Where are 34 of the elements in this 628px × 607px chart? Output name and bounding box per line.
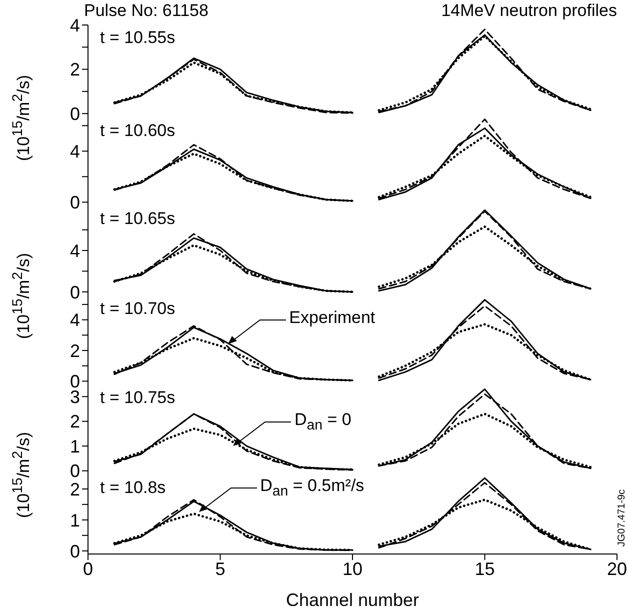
y-tick-label: 4	[70, 240, 80, 261]
y-tick-label: 0	[70, 282, 80, 302]
y-tick-label: 1	[70, 510, 80, 530]
annotation: t = 10.75s	[100, 388, 176, 408]
y-tick-label: 2	[70, 340, 80, 361]
y-tick-label: 2	[70, 479, 80, 500]
y-tick-label: 4	[70, 310, 80, 330]
annotation: t = 10.60s	[100, 121, 176, 141]
x-tick-label: 20	[606, 558, 628, 579]
chart-subtitle: 14MeV neutron profiles	[441, 1, 617, 21]
y-tick-label: 0	[70, 104, 80, 124]
y-tick-label: 2	[70, 412, 80, 432]
annotation: JG07.471-9c	[616, 489, 628, 547]
x-tick-label: 0	[82, 558, 94, 579]
y-tick-label: 0	[70, 461, 80, 482]
annotation: D$_{an}$ = 0.5m²/s	[260, 476, 364, 500]
annotation: Experiment	[289, 308, 376, 328]
y-tick-label: 3	[70, 387, 80, 408]
x-tick-label: 15	[474, 558, 495, 579]
annotation: t = 10.55s	[100, 28, 176, 48]
annotation: D$_{an}$ = 0	[294, 410, 352, 434]
y-tick-label: 0	[70, 192, 80, 213]
y-tick-label: 1	[70, 436, 80, 456]
x-tick-label: 5	[215, 558, 226, 579]
annotation: t = 10.70s	[100, 299, 176, 319]
annotation: t = 10.65s	[100, 209, 176, 229]
y-tick-label: 0	[70, 541, 80, 562]
chart-title: Pulse No: 61158	[84, 1, 208, 21]
annotation: t = 10.8s	[100, 478, 166, 498]
y-tick-label: 4	[70, 142, 80, 162]
y-tick-label: 4	[70, 15, 80, 36]
x-axis-title: Channel number	[286, 590, 420, 607]
x-tick-label: 10	[342, 558, 363, 579]
y-tick-label: 2	[70, 60, 80, 80]
